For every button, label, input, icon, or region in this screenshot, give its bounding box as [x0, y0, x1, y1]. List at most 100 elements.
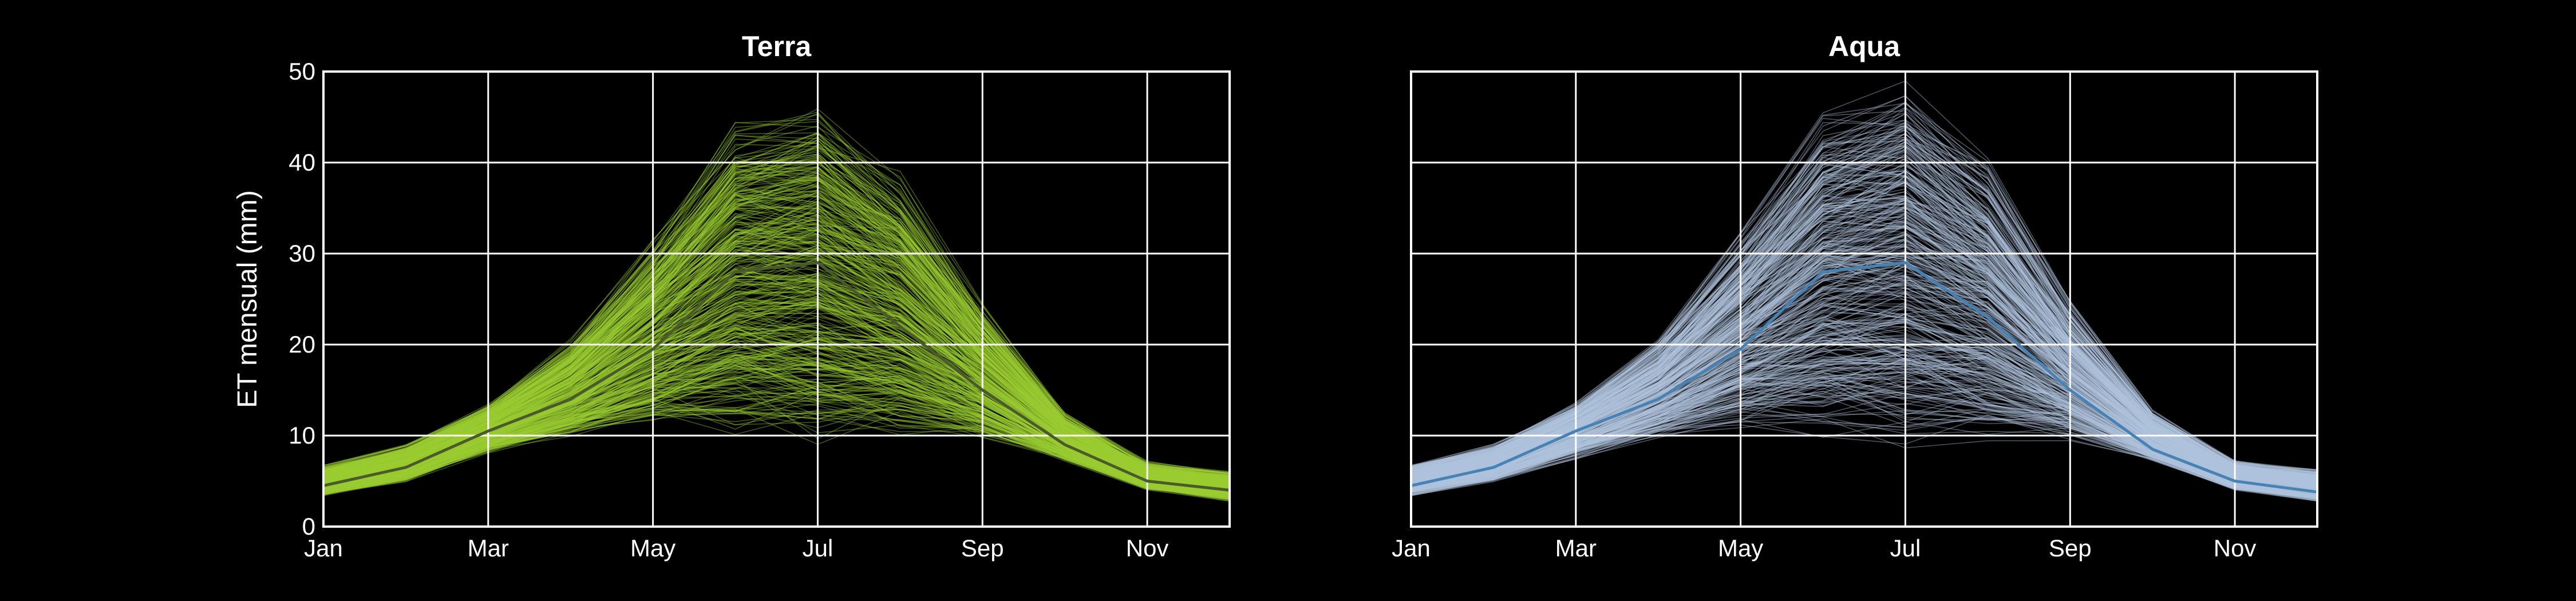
ensemble-line [1411, 374, 2317, 497]
ensemble-line [323, 140, 1230, 475]
ensemble-line [1411, 232, 2317, 488]
ensemble-line [323, 386, 1230, 496]
ensemble-line [1411, 227, 2317, 485]
ensemble-line [323, 193, 1230, 478]
ensemble-line [323, 385, 1230, 498]
ensemble-line [323, 362, 1230, 492]
ensemble-line [323, 242, 1230, 487]
ensemble-line [323, 329, 1230, 493]
ensemble-line [1411, 175, 2317, 479]
ensemble-line [323, 159, 1230, 475]
ensemble-line [323, 337, 1230, 495]
ensemble-line [1411, 334, 2317, 489]
ensemble-line [323, 341, 1230, 496]
ensemble-line [323, 275, 1230, 487]
ensemble-line [323, 375, 1230, 498]
ensemble-line [323, 174, 1230, 480]
ensemble-line [1411, 221, 2317, 483]
ensemble-line [1411, 384, 2317, 499]
ensemble-line [1411, 255, 2317, 485]
ensemble-line [323, 335, 1230, 495]
ensemble-line [1411, 210, 2317, 483]
ensemble-line [1411, 257, 2317, 487]
ensemble-line [323, 357, 1230, 496]
ensemble-line [1411, 356, 2317, 498]
ensemble-line [1411, 270, 2317, 487]
ensemble-line [323, 346, 1230, 495]
ensemble-line [1411, 376, 2317, 498]
ensemble-line [323, 391, 1230, 500]
ensemble-line [323, 185, 1230, 479]
ensemble-line [323, 397, 1230, 499]
ensemble-line [1411, 224, 2317, 485]
ensemble-line [323, 166, 1230, 478]
y-tick-label: 0 [302, 513, 315, 540]
ensemble-line [323, 358, 1230, 493]
ensemble-line [1411, 102, 2317, 470]
ensemble-line [1411, 365, 2317, 495]
y-tick-label: 30 [289, 240, 315, 267]
ensemble-line [1411, 360, 2317, 497]
ensemble-line [1411, 220, 2317, 483]
ensemble-line [1411, 242, 2317, 486]
ensemble-line [323, 197, 1230, 482]
ensemble-line [1411, 180, 2317, 480]
ensemble-line [323, 171, 1230, 477]
ensemble-line [1411, 240, 2317, 484]
ensemble-line [323, 410, 1230, 501]
ensemble-line [323, 139, 1230, 478]
ensemble-line [323, 336, 1230, 494]
ensemble-line [323, 219, 1230, 485]
ensemble-line [1411, 265, 2317, 491]
ensemble-line [1411, 314, 2317, 489]
ensemble-line [323, 246, 1230, 488]
ensemble-line [1411, 354, 2317, 499]
ensemble-line [323, 176, 1230, 481]
ensemble-line [323, 357, 1230, 496]
ensemble-line [1411, 354, 2317, 497]
ensemble-line [323, 133, 1230, 477]
ensemble-line [1411, 359, 2317, 494]
ensemble-line [323, 274, 1230, 486]
ensemble-line [323, 125, 1230, 474]
ensemble-line [1411, 182, 2317, 477]
ensemble-line [323, 365, 1230, 496]
ensemble-line [1411, 345, 2317, 495]
ensemble-line [1411, 222, 2317, 487]
ensemble-line [1411, 321, 2317, 493]
ensemble-line [1411, 124, 2317, 478]
ensemble-line [1411, 259, 2317, 486]
ensemble-line [1411, 371, 2317, 496]
ensemble-line [1411, 154, 2317, 477]
ensemble-line [323, 339, 1230, 497]
panel-aqua: Aqua Jan Mar May Jul Sep Nov [1392, 30, 2318, 562]
ensemble-line [323, 252, 1230, 486]
ensemble-line [323, 211, 1230, 484]
ensemble-line [1411, 119, 2317, 472]
x-tick-label: Jan [1392, 535, 1431, 562]
ensemble-line [1411, 377, 2317, 499]
ensemble-line [323, 204, 1230, 484]
ensemble-line [323, 398, 1230, 498]
ensemble-line [1411, 237, 2317, 484]
ensemble-line [323, 357, 1230, 497]
ensemble-line [323, 270, 1230, 489]
ensemble-line [1411, 243, 2317, 485]
ensemble-line [1411, 164, 2317, 477]
ensemble-line [1411, 207, 2317, 484]
ensemble-line [1411, 227, 2317, 483]
ensemble-line [1411, 302, 2317, 492]
ensemble-line [1411, 216, 2317, 485]
ensemble-line [1411, 196, 2317, 482]
ensemble-line [1411, 191, 2317, 477]
ensemble-line [1411, 170, 2317, 478]
ensemble-line [1411, 215, 2317, 486]
ensemble-line [1411, 139, 2317, 475]
ensemble-line [1411, 125, 2317, 477]
ensemble-line [1411, 130, 2317, 473]
ensemble-line [323, 291, 1230, 488]
ensemble-line [323, 368, 1230, 497]
ensemble-line [1411, 153, 2317, 478]
ensemble-line [1411, 390, 2317, 497]
